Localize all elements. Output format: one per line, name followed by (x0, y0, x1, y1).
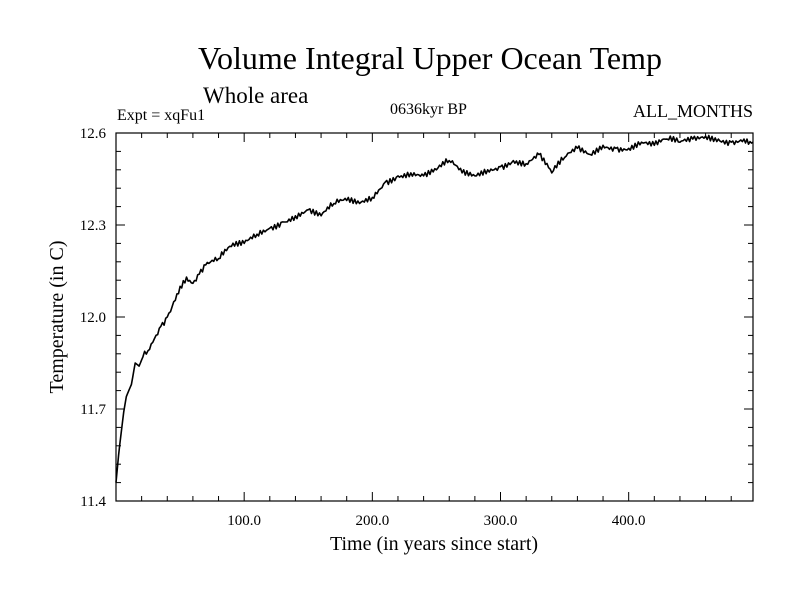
temperature-series-line (115, 134, 754, 483)
period-label: 0636kyr BP (390, 101, 467, 118)
x-tick-label: 100.0 (227, 513, 261, 529)
y-axis-title: Temperature (in C) (46, 241, 68, 394)
experiment-label: Expt = xqFu1 (117, 107, 206, 124)
months-label: ALL_MONTHS (633, 101, 753, 121)
axis-ticks (116, 133, 753, 501)
x-tick-label: 300.0 (484, 513, 518, 529)
x-tick-label: 400.0 (612, 513, 646, 529)
y-tick-label: 12.3 (80, 218, 106, 234)
tick-labels: 100.0 200.0 300.0 400.0 11.4 11.7 12.0 12.3 12.6 (80, 126, 646, 529)
y-tick-label: 12.6 (80, 126, 107, 142)
x-axis-title: Time (in years since start) (330, 533, 538, 555)
y-tick-label: 11.4 (80, 494, 106, 510)
y-tick-label: 11.7 (80, 402, 106, 418)
chart-subtitle: Whole area (203, 83, 309, 108)
x-tick-label: 200.0 (355, 513, 389, 529)
chart-title: Volume Integral Upper Ocean Temp (198, 40, 662, 76)
y-tick-label: 12.0 (80, 310, 106, 326)
plot-frame (115, 132, 754, 502)
